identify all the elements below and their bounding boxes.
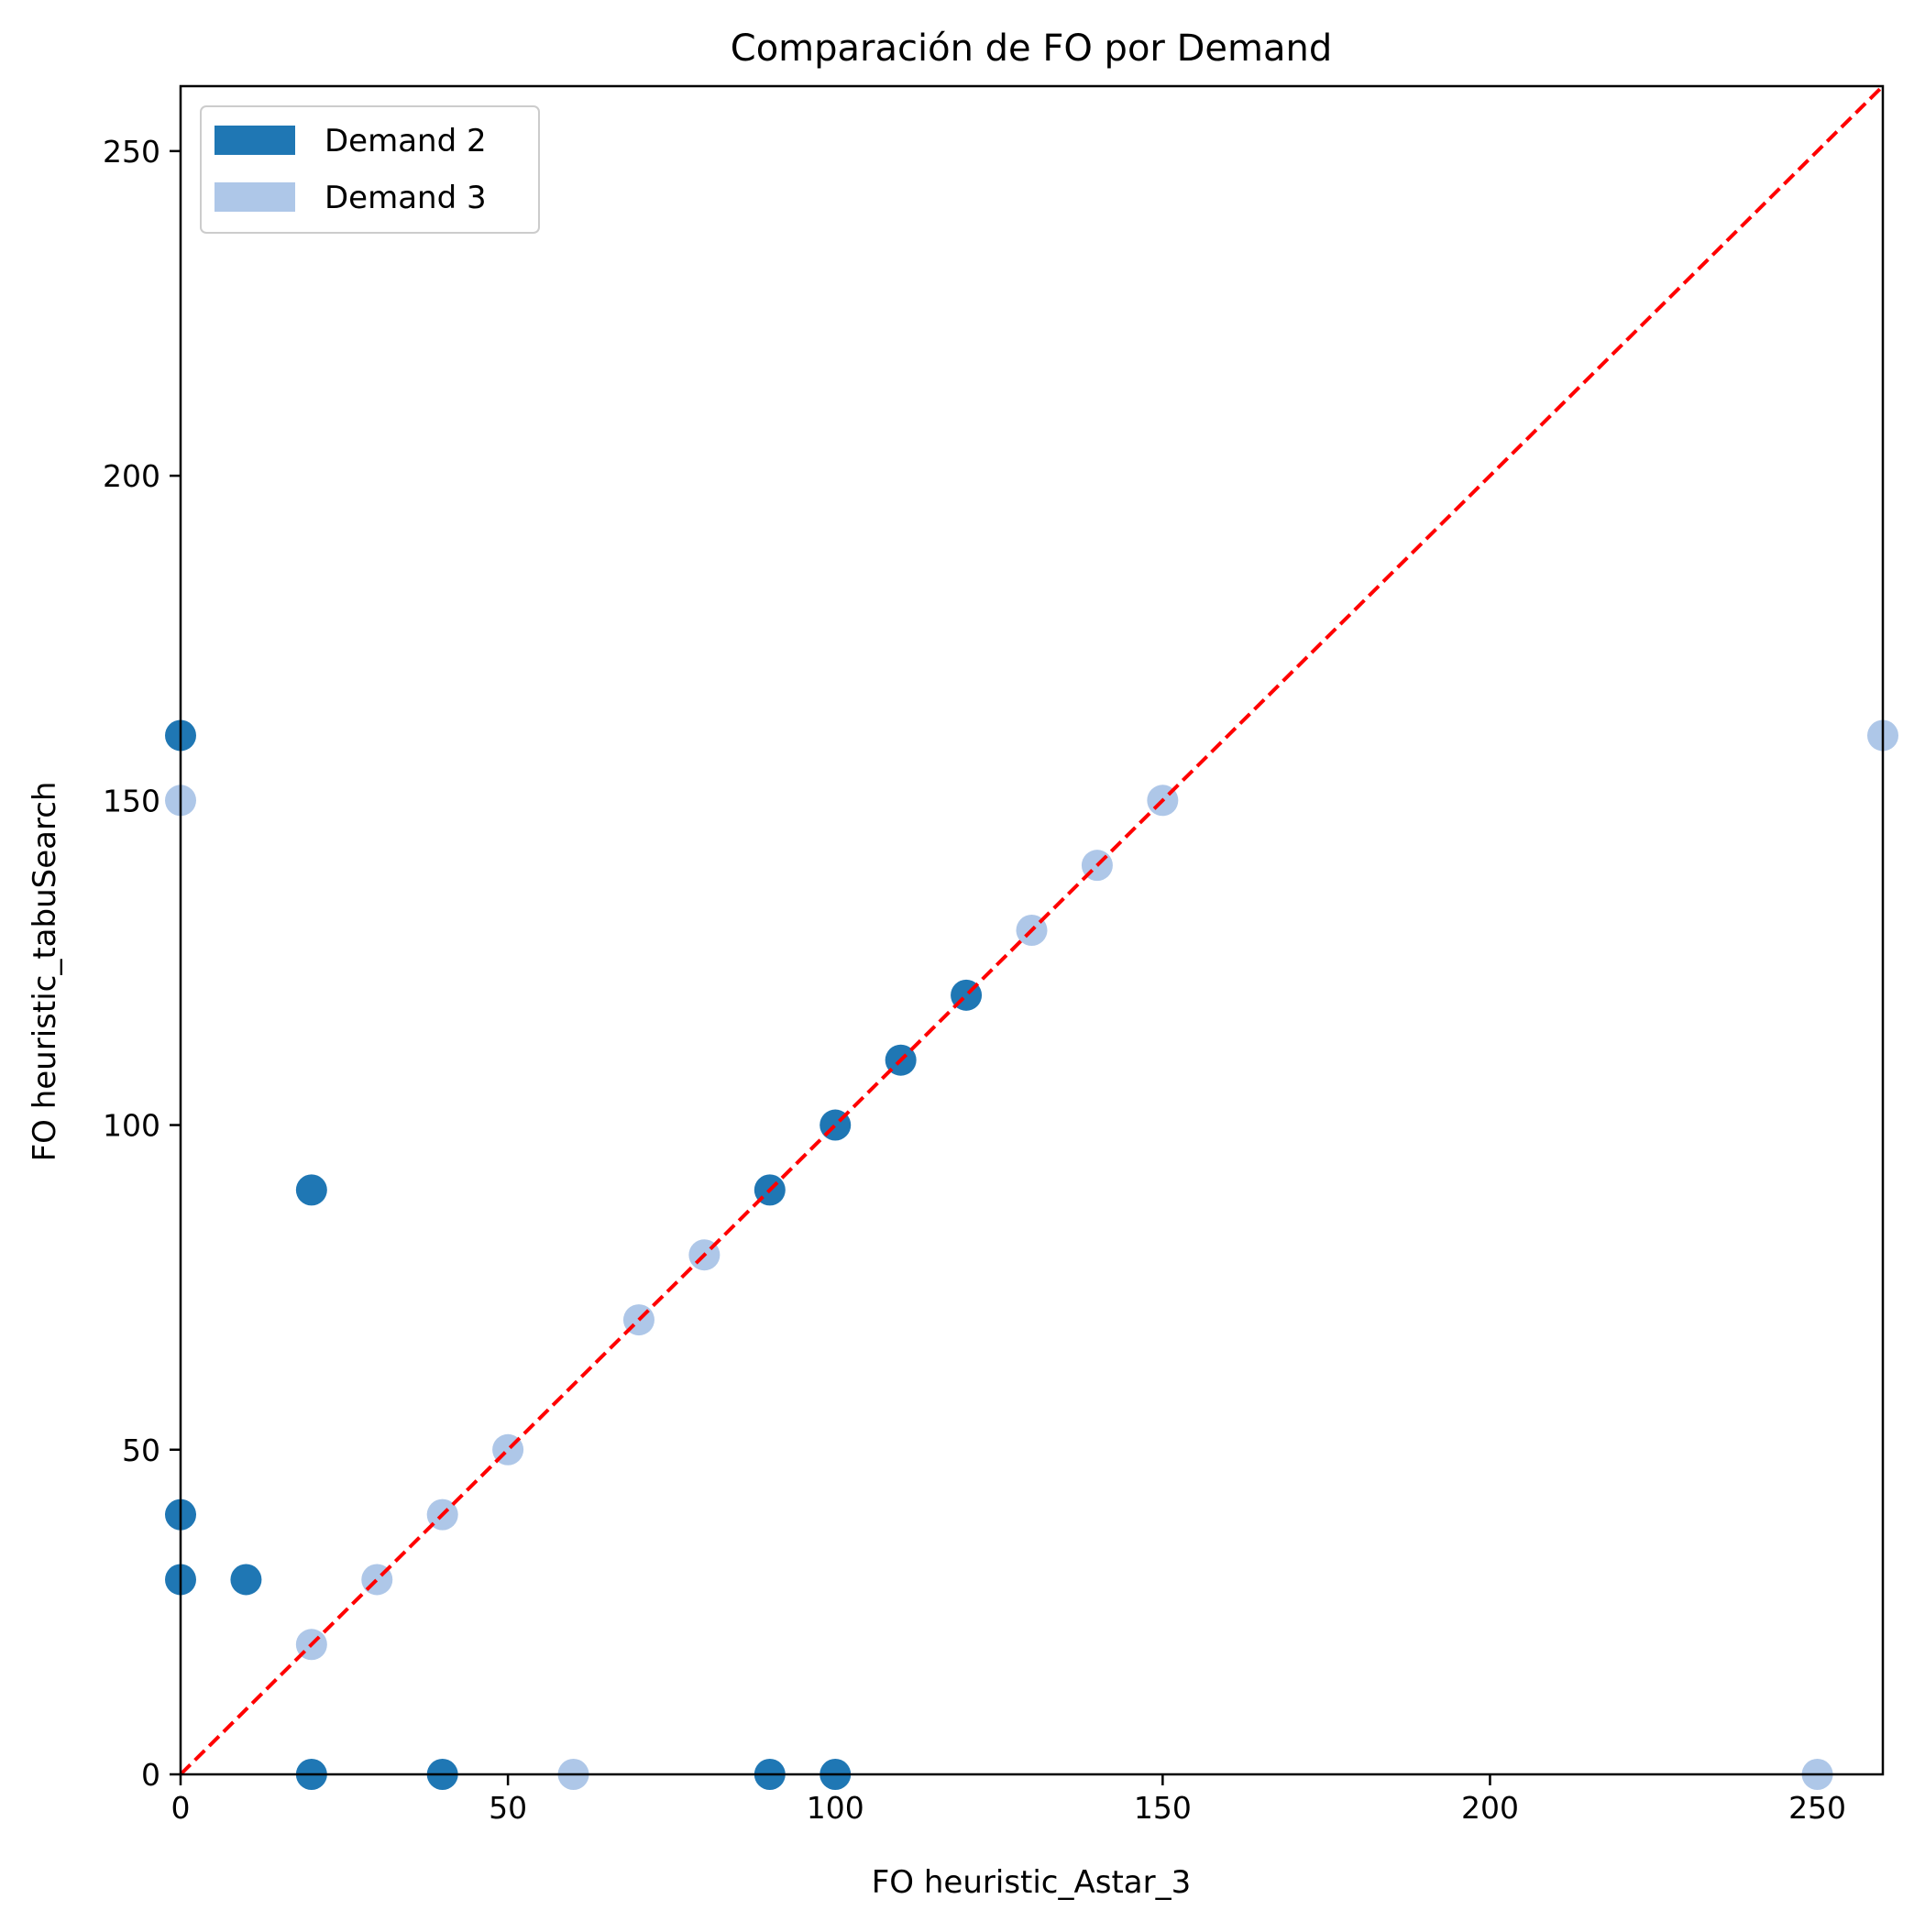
y-axis-label: FO heuristic_tabuSearch — [27, 782, 63, 1162]
y-tick-label: 100 — [103, 1108, 160, 1144]
x-tick-label: 50 — [489, 1790, 527, 1826]
y-tick-label: 150 — [103, 783, 160, 818]
y-tick-label: 50 — [122, 1433, 160, 1468]
legend-label: Demand 3 — [324, 180, 487, 216]
chart-title: Comparación de FO por Demand — [731, 27, 1332, 70]
x-tick-label: 100 — [807, 1790, 864, 1826]
x-tick-label: 150 — [1134, 1790, 1192, 1826]
identity-reference-line — [179, 84, 1885, 1776]
legend: Demand 2 Demand 3 — [200, 105, 540, 234]
x-axis-label: FO heuristic_Astar_3 — [872, 1864, 1192, 1901]
y-tick-label: 0 — [141, 1757, 160, 1793]
x-tick-label: 250 — [1788, 1790, 1846, 1826]
data-points — [165, 84, 1898, 1790]
y-tick-label: 250 — [103, 134, 160, 170]
x-tick-label: 0 — [171, 1790, 191, 1826]
legend-swatch — [214, 126, 295, 155]
x-tick-label: 200 — [1461, 1790, 1519, 1826]
axis-ticks: 0 50 100 150 200 250 0 50 100 150 200 250 — [103, 134, 1846, 1826]
point-series-1 — [295, 1174, 327, 1206]
plot-frame — [179, 84, 1885, 1776]
y-tick-label: 200 — [103, 458, 160, 494]
legend-swatch — [214, 182, 295, 212]
point-series-1 — [230, 1564, 262, 1596]
legend-label: Demand 2 — [324, 123, 487, 159]
